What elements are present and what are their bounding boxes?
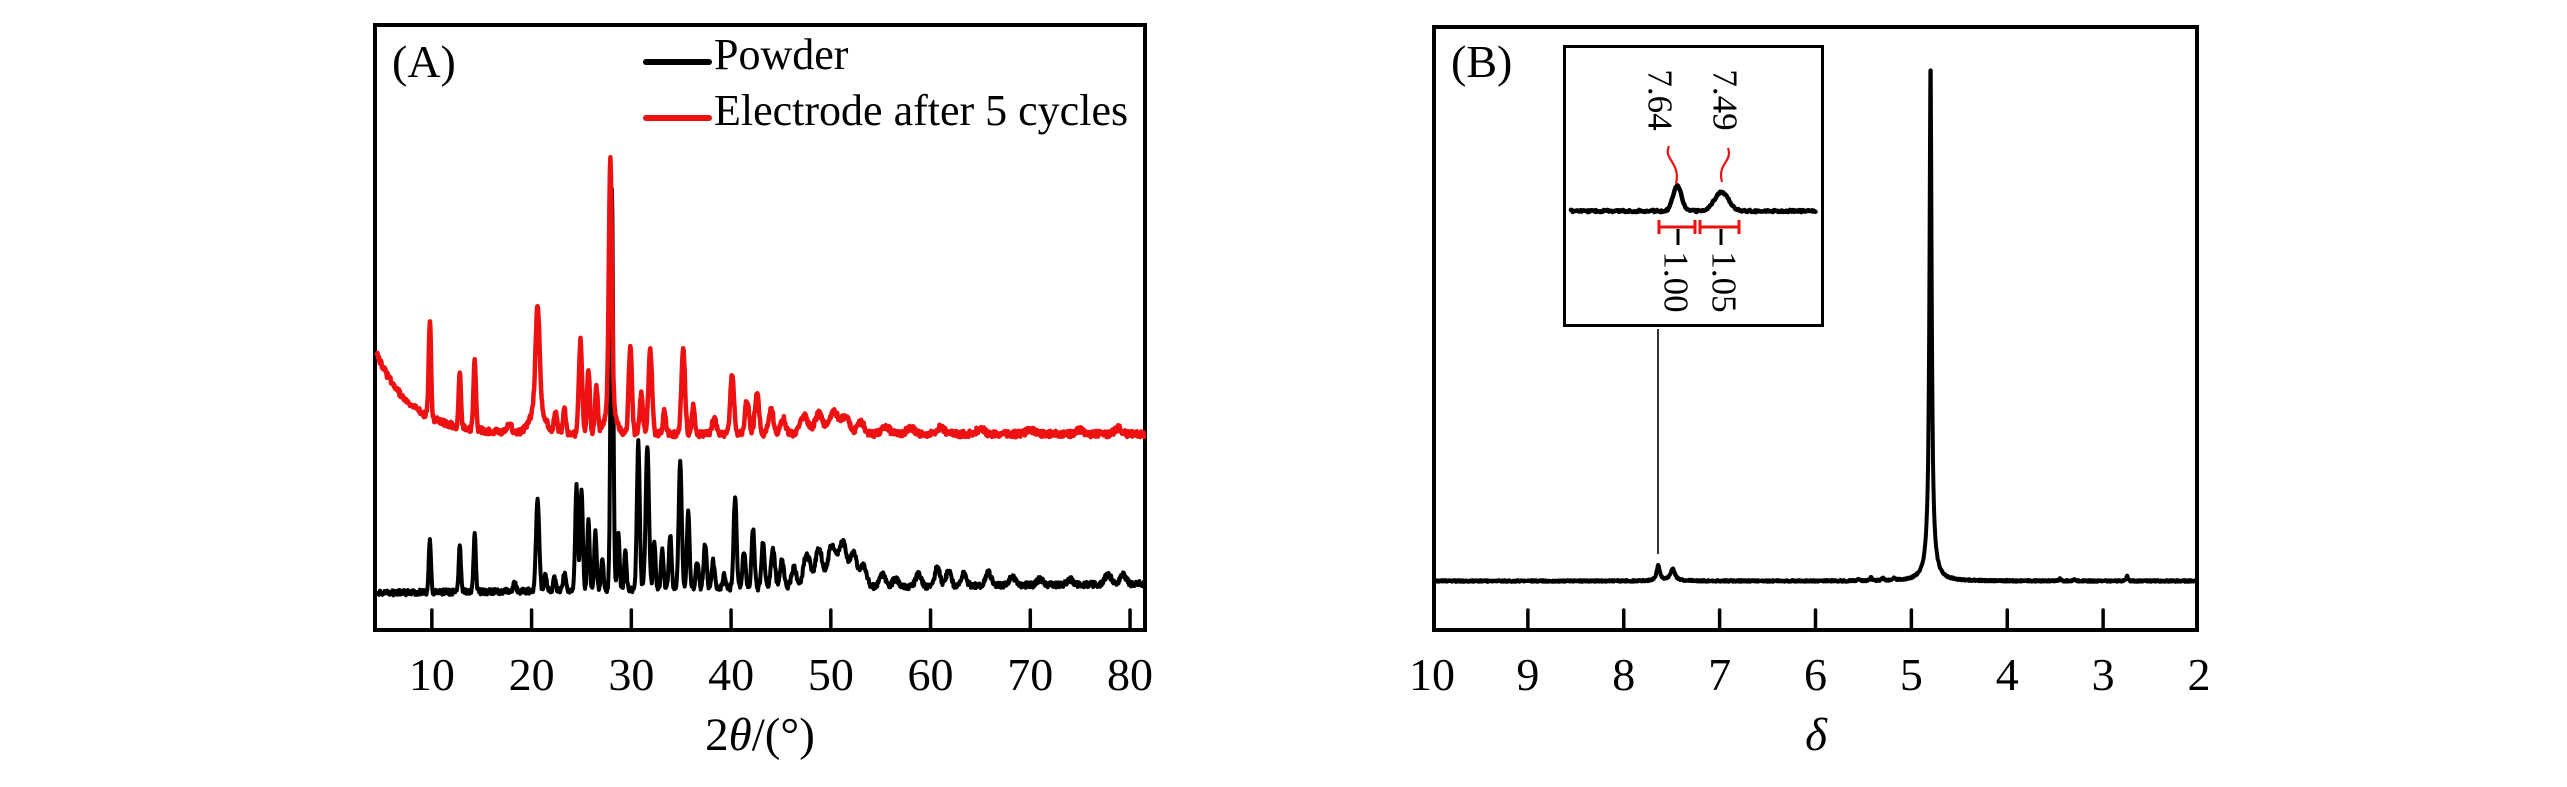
xaxis-title-prefix: 2 [705,709,729,761]
nmr-inset-frame [1563,45,1824,327]
inset-nmr-trace [1568,182,1818,215]
panel-a-tick-label-50: 50 [807,649,854,700]
panel-a-tick-label-30: 30 [608,649,655,700]
panel-b-tick-label-10: 10 [1409,649,1455,700]
leader-line-749 [1719,147,1731,183]
leader-line-764 [1666,145,1678,185]
panel-b-label: (B) [1451,36,1513,87]
panel-b-tick-label-8: 8 [1612,649,1636,700]
panel-a-tick-label-10: 10 [408,649,455,700]
panel-b-tick-label-7: 7 [1708,649,1732,700]
integration-brackets [1657,220,1741,234]
panel-a-tick-label-80: 80 [1107,649,1154,700]
legend-label-electrode: Electrode after 5 cycles [714,86,1129,135]
integral-ticks [1676,229,1723,245]
panel-a-tick-label-70: 70 [1007,649,1054,700]
panel-b-tick-label-2: 2 [2187,649,2211,700]
panel-a-frame [373,23,1147,632]
traces-group [374,68,2199,598]
panel-b-tick-label-5: 5 [1899,649,1923,700]
legend-swatches [643,59,712,121]
panel-b-tick-label-6: 6 [1804,649,1827,700]
panel-b-tick-label-4: 4 [1995,649,2019,700]
panel-a-tick-marks [430,608,1132,631]
delta-symbol: δ [1805,709,1827,761]
panel-b-tick-label-3: 3 [2091,649,2115,700]
panel-a-xaxis-title: 2θ/(°) [705,712,815,759]
powder-xrd-trace [375,186,1146,598]
panel-b-tick-marks [1526,608,2105,631]
panel-a-tick-label-60: 60 [907,649,954,700]
panel-a-label: (A) [392,36,456,87]
legend-label-powder: Powder [714,30,849,79]
electrode-xrd-trace [374,155,1147,440]
nmr-spectrum-trace [1432,68,2199,584]
xaxis-title-suffix: /(°) [751,709,815,761]
panel-b-xaxis-title: δ [1805,712,1827,759]
theta-symbol: θ [728,709,752,761]
panel-a-tick-label-40: 40 [708,649,755,700]
panel-a-tick-label-20: 20 [508,649,555,700]
panel-b-tick-label-9: 9 [1516,649,1540,700]
